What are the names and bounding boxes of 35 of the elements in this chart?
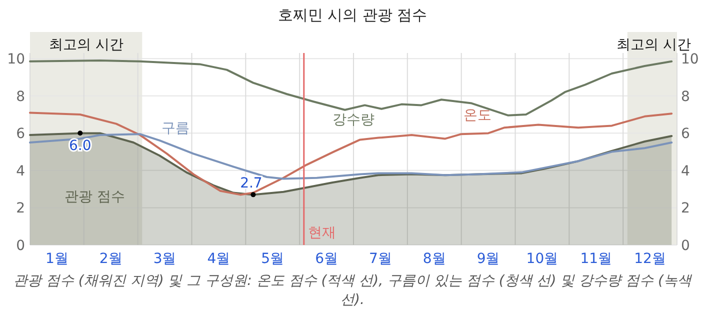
series-label: 구름 <box>162 120 190 137</box>
ref-line-label: 현재 <box>308 225 336 241</box>
text: 관광 점수 (채워진 지역) 및 그 구성원: 온도 점수 (적색 선), 구름이 있는 점수 (청색 선) 및 강수량 점수 (녹색 선). <box>12 272 693 310</box>
y2-tick-label: 10 <box>681 52 699 68</box>
y-tick-label: 4 <box>16 163 26 180</box>
y-tick-label: 10 <box>7 52 25 68</box>
x-tick-label: 11월 <box>580 251 612 267</box>
chart-title: 호찌민 시의 관광 점수 <box>278 6 428 24</box>
band-label: 최고의 시간 <box>616 37 691 53</box>
y2-tick-label: 4 <box>681 163 690 180</box>
x-tick-label: 9월 <box>476 251 500 267</box>
x-tick-label: 3월 <box>153 251 176 267</box>
x-tick-label: 6월 <box>315 251 338 267</box>
series-label: 온도 <box>464 108 492 124</box>
series-label: 관광 점수 <box>64 189 125 206</box>
y2-tick-label: 0 <box>681 238 690 254</box>
series-label: 강수량 <box>332 112 374 128</box>
y2-tick-label: 2 <box>681 200 690 217</box>
x-tick-label: 12월 <box>634 251 666 267</box>
y-tick-label: 0 <box>16 238 25 254</box>
x-tick-label: 2월 <box>99 251 122 267</box>
x-tick-label: 5월 <box>261 251 284 267</box>
x-tick-label: 4월 <box>207 251 230 267</box>
y2-tick-label: 8 <box>681 88 690 105</box>
annotation: 2.7 <box>240 176 262 192</box>
annotation: 6.0 <box>69 138 92 154</box>
y-tick-label: 8 <box>16 88 25 105</box>
x-tick-label: 7월 <box>368 251 392 267</box>
x-tick-label: 1월 <box>45 251 68 267</box>
y2-tick-label: 6 <box>681 126 690 142</box>
y-tick-label: 6 <box>16 126 26 142</box>
x-tick-label: 8월 <box>422 251 446 267</box>
x-tick-label: 10월 <box>526 251 558 267</box>
band-label: 최고의 시간 <box>48 37 124 53</box>
y-tick-label: 2 <box>16 200 25 217</box>
